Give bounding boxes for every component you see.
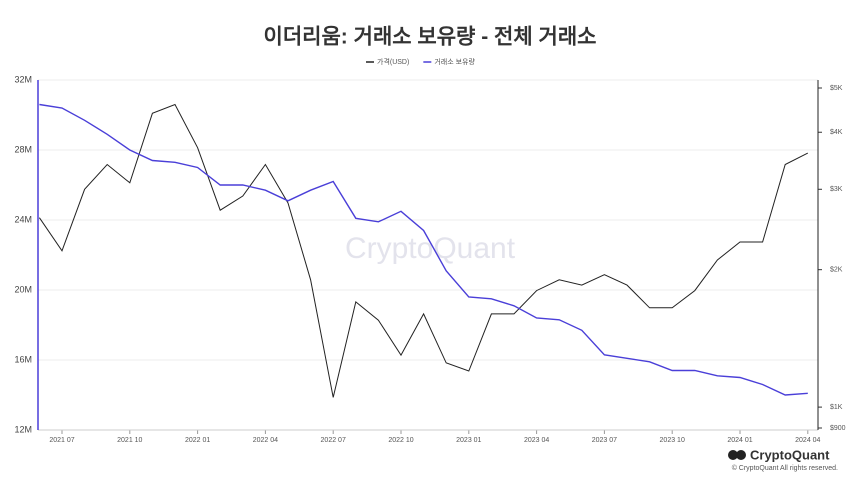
x-tick-label: 2022 07 [321,437,346,444]
chart-title: 이더리움: 거래소 보유량 - 전체 거래소 [264,26,597,49]
y-tick-label: 24M [14,214,32,224]
y-tick-label: 28M [14,144,32,154]
x-tick-label: 2024 04 [795,437,820,444]
brand: CryptoQuant [750,447,830,462]
x-tick-label: 2022 01 [185,437,210,444]
x-tick-label: 2023 07 [592,437,617,444]
series-line [38,103,809,398]
y2-tick-label: $3K [830,186,843,193]
x-tick-label: 2023 04 [524,437,549,444]
y-tick-label: 16M [14,354,32,364]
series-line [39,103,808,396]
x-tick-label: 2022 10 [388,437,413,444]
x-tick-label: 2023 01 [456,437,481,444]
y2-tick-label: $5K [830,85,843,92]
x-tick-label: 2024 01 [727,437,752,444]
y2-tick-label: $4K [830,129,843,136]
x-tick-label: 2022 04 [253,437,278,444]
y-tick-label: 12M [14,424,32,434]
watermark: CryptoQuant [345,232,516,265]
x-tick-label: 2021 10 [117,437,142,444]
brand-logo [728,450,746,460]
x-tick-label: 2021 07 [49,437,74,444]
copyright: © CryptoQuant All rights reserved. [732,464,838,472]
y-tick-label: 32M [14,74,32,84]
legend-label: 가격(USD) [377,57,409,66]
y2-tick-label: $900 [830,425,846,432]
y-tick-label: 20M [14,284,32,294]
y2-tick-label: $2K [830,267,843,274]
legend-label: 거래소 보유량 [434,57,475,66]
x-tick-label: 2023 10 [660,437,685,444]
y2-tick-label: $1K [830,404,843,411]
